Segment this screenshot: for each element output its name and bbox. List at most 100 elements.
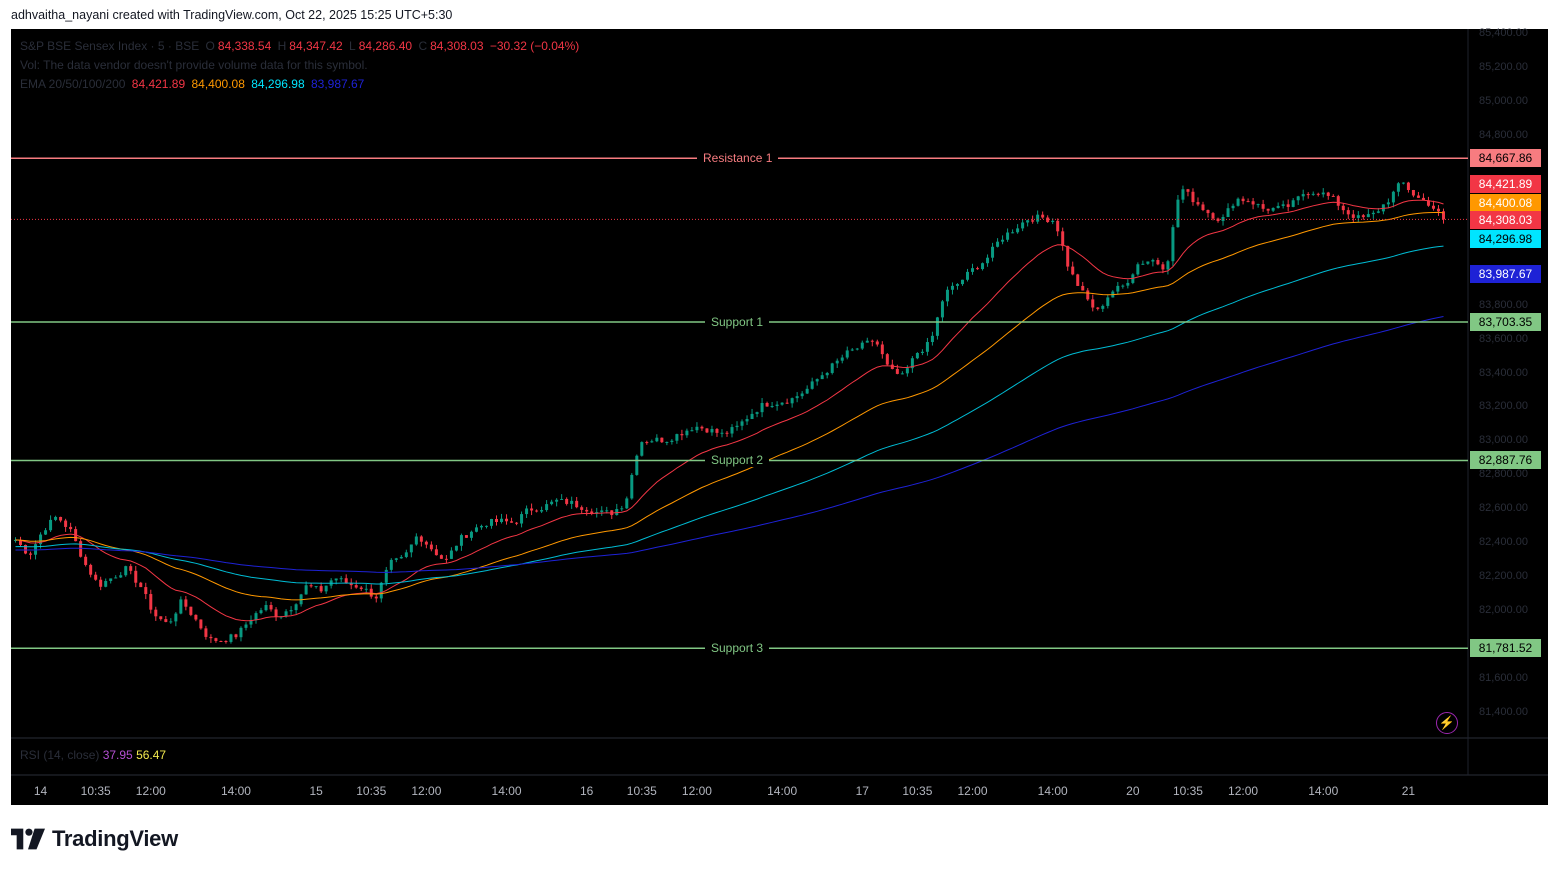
price-chart[interactable]	[11, 29, 1548, 805]
ema100-line	[15, 245, 1444, 585]
candle-body	[580, 507, 584, 510]
candle-body	[1266, 208, 1270, 211]
change-value: −30.32 (−0.04%)	[489, 39, 580, 53]
candle-body	[474, 527, 478, 532]
candle-body	[515, 522, 519, 524]
x-tick-label: 14:00	[1037, 784, 1068, 798]
candle-body	[199, 619, 203, 629]
candle-body	[64, 520, 68, 527]
x-tick-label: 10:35	[902, 784, 933, 798]
candle-body	[154, 609, 158, 617]
candle-body	[319, 586, 323, 592]
candle-body	[981, 263, 985, 270]
candle-body	[1406, 182, 1410, 190]
support-label: Support 2	[705, 453, 770, 468]
candle-body	[274, 609, 278, 617]
lightning-icon[interactable]: ⚡	[1436, 712, 1458, 734]
candle-body	[1351, 214, 1355, 218]
candle-body	[1246, 201, 1250, 203]
candle-body	[324, 585, 328, 592]
candle-body	[770, 406, 774, 408]
candle-body	[986, 257, 990, 264]
candle-body	[1186, 189, 1190, 192]
candle-body	[1396, 183, 1400, 192]
y-tick-label: 84,800.00	[1479, 128, 1528, 141]
candle-body	[800, 393, 804, 397]
candle-body	[1321, 192, 1325, 195]
candle-body	[705, 428, 709, 433]
ema200-value: 83,987.67	[310, 77, 365, 91]
candle-body	[404, 552, 408, 557]
candle-body	[219, 641, 223, 643]
candle-body	[34, 544, 38, 555]
y-tick-label: 85,000.00	[1479, 94, 1528, 107]
candle-body	[785, 402, 789, 404]
candle-body	[29, 553, 33, 555]
candle-body	[99, 579, 103, 587]
y-tick-label: 85,400.00	[1479, 27, 1528, 39]
candle-body	[1041, 214, 1045, 218]
candle-body	[965, 271, 969, 280]
candle-body	[1136, 264, 1140, 275]
candle-body	[780, 402, 784, 405]
candle-body	[1021, 222, 1025, 229]
x-tick-label: 10:35	[626, 784, 657, 798]
candle-body	[700, 426, 704, 429]
x-tick-label: 12:00	[135, 784, 166, 798]
x-tick-label: 12:00	[957, 784, 988, 798]
candle-body	[399, 556, 403, 559]
candle-body	[925, 342, 929, 352]
low-value: 84,286.40	[358, 39, 413, 53]
candle-body	[715, 428, 719, 433]
ema50-value: 84,400.08	[191, 77, 245, 91]
candle-body	[134, 570, 138, 583]
candle-body	[349, 583, 353, 586]
candle-body	[49, 519, 53, 531]
candle-body	[585, 509, 589, 512]
candle-body	[670, 440, 674, 442]
x-tick-label: 14:00	[767, 784, 798, 798]
ema200-line	[15, 316, 1444, 573]
candle-body	[114, 577, 118, 579]
candle-body	[149, 594, 153, 610]
candle-body	[79, 541, 83, 557]
candle-body	[179, 599, 183, 614]
candle-body	[650, 441, 654, 443]
rsi-label: RSI (14, close)	[20, 748, 100, 762]
candle-body	[254, 613, 258, 620]
support-price-tag: 81,781.52	[1470, 639, 1541, 658]
y-tick-label: 81,600.00	[1479, 672, 1528, 685]
candle-body	[710, 428, 714, 433]
candle-body	[249, 619, 253, 625]
candle-body	[680, 434, 684, 436]
rsi-legend: RSI (14, close) 37.95 56.47	[20, 748, 166, 762]
candle-body	[630, 474, 634, 499]
candle-body	[479, 525, 483, 528]
tradingview-logo-icon	[11, 828, 45, 850]
x-tick-label: 14:00	[1308, 784, 1339, 798]
candle-body	[39, 534, 43, 545]
candle-body	[1261, 204, 1265, 209]
chart-panel[interactable]: S&P BSE Sensex Index · 5 · BSE O 84,338.5…	[11, 27, 1548, 805]
candle-body	[875, 341, 879, 345]
candle-body	[1276, 205, 1280, 208]
candle-body	[955, 284, 959, 286]
candle-body	[424, 541, 428, 545]
close-value: 84,308.03	[430, 39, 484, 53]
candle-body	[1026, 220, 1030, 223]
candle-body	[189, 606, 193, 615]
candle-body	[1256, 204, 1260, 206]
candle-body	[775, 404, 779, 407]
candle-body	[865, 340, 869, 343]
price-tag: 84,296.98	[1470, 230, 1541, 248]
candle-body	[379, 582, 383, 599]
candle-body	[1286, 204, 1290, 207]
candle-body	[895, 368, 899, 374]
candle-body	[334, 578, 338, 581]
candle-body	[991, 246, 995, 258]
candle-body	[765, 403, 769, 407]
candle-body	[1121, 285, 1125, 287]
high-label: H	[277, 39, 287, 53]
candle-body	[890, 364, 894, 369]
ema20-value: 84,421.89	[131, 77, 186, 91]
